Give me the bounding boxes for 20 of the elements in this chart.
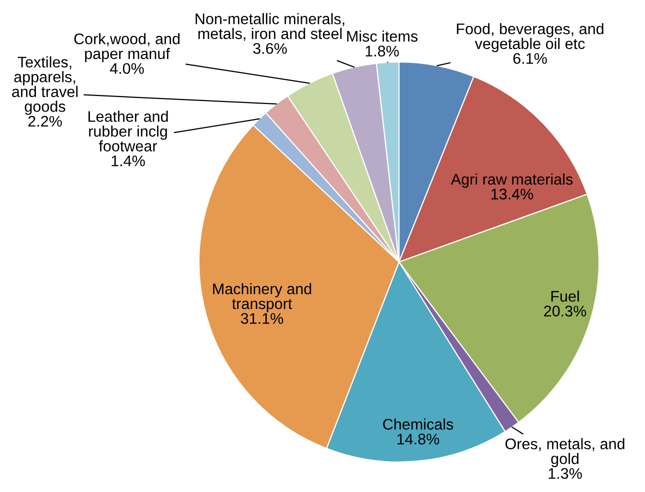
slice-label: Non-metallic minerals, metals, iron and steel <box>196 13 344 41</box>
slice-label: Machinery and transport <box>213 283 312 312</box>
slice-label: Agri raw materials <box>450 173 573 188</box>
data-label: 1.3% <box>548 468 582 479</box>
data-label: 3.6% <box>253 43 287 54</box>
slice-label: Leather and rubber inclg footwear <box>88 110 168 152</box>
data-label: 2.2% <box>28 116 62 127</box>
data-label: 1.4% <box>112 156 145 166</box>
slice-label: Fuel <box>551 290 579 302</box>
data-label: 13.4% <box>492 188 534 200</box>
data-label: 4.0% <box>110 63 144 74</box>
slice-label: Ores, metals, and gold <box>505 438 624 468</box>
slice-label: Chemicals <box>383 418 454 430</box>
data-label: 14.8% <box>398 434 440 444</box>
data-label: 6.1% <box>513 53 547 64</box>
slice-label: Misc items <box>347 30 418 42</box>
data-label: 20.3% <box>544 306 586 316</box>
data-label: 1.8% <box>366 46 399 56</box>
slice-label: Food, beverages, and vegetable oil etc <box>456 23 604 52</box>
data-label: 31.1% <box>240 313 284 324</box>
